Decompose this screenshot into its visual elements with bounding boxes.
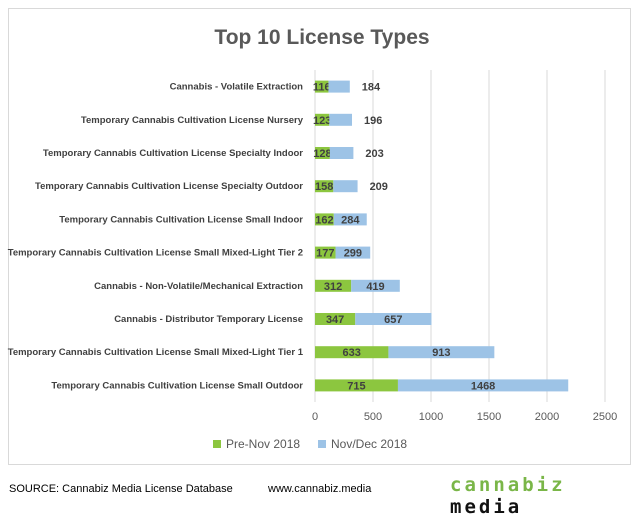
data-label: 209 bbox=[370, 181, 388, 193]
bar-pre-nov bbox=[315, 80, 329, 93]
website-url: www.cannabiz.media bbox=[268, 483, 372, 495]
data-label: 162 bbox=[315, 214, 333, 226]
category-label: Temporary Cannabis Cultivation License N… bbox=[81, 115, 304, 126]
category-label: Cannabis - Volatile Extraction bbox=[170, 82, 304, 93]
bar-nov-dec bbox=[335, 246, 371, 259]
logo-part-2: media bbox=[450, 496, 523, 518]
data-label: 196 bbox=[364, 115, 382, 127]
bar-nov-dec bbox=[333, 180, 358, 193]
data-label: 184 bbox=[362, 82, 381, 94]
bar-pre-nov bbox=[315, 379, 398, 392]
bar-pre-nov bbox=[315, 246, 336, 259]
bar-pre-nov bbox=[315, 313, 356, 325]
category-label: Cannabis - Non-Volatile/Mechanical Extra… bbox=[94, 281, 303, 292]
data-label: 203 bbox=[365, 148, 383, 160]
bar-nov-dec bbox=[355, 313, 432, 325]
category-label: Temporary Cannabis Cultivation License S… bbox=[59, 214, 303, 225]
data-label: 128 bbox=[313, 148, 331, 160]
data-label: 657 bbox=[384, 314, 402, 326]
data-label: 419 bbox=[366, 281, 384, 293]
bar-pre-nov bbox=[315, 113, 330, 126]
logo-part-1: cannabiz bbox=[450, 474, 566, 496]
bar-pre-nov bbox=[315, 213, 334, 226]
legend-label: Pre-Nov 2018 bbox=[226, 437, 300, 451]
x-tick-label: 2500 bbox=[593, 411, 617, 423]
data-label: 284 bbox=[341, 214, 360, 226]
bar-nov-dec bbox=[328, 80, 350, 93]
bar-nov-dec bbox=[351, 279, 400, 292]
data-label: 715 bbox=[347, 380, 365, 392]
bar-pre-nov bbox=[315, 346, 389, 359]
bar-nov-dec bbox=[388, 346, 495, 359]
data-label: 123 bbox=[313, 115, 331, 127]
data-label: 1468 bbox=[471, 380, 495, 392]
chart-title: Top 10 License Types bbox=[214, 26, 430, 49]
category-label: Temporary Cannabis Cultivation License S… bbox=[8, 248, 303, 259]
chart: 0 500 1000 1500 2000 2500 Cannabis - Volatile … bbox=[8, 70, 617, 451]
chart-frame bbox=[8, 8, 631, 465]
category-label: Cannabis - Distributor Temporary License bbox=[114, 314, 303, 325]
x-tick-label: 1000 bbox=[419, 411, 443, 423]
data-label: 347 bbox=[326, 314, 344, 326]
bar-nov-dec bbox=[397, 379, 569, 392]
data-label: 913 bbox=[432, 347, 450, 359]
data-label: 158 bbox=[315, 181, 333, 193]
category-label: Temporary Cannabis Cultivation License S… bbox=[35, 181, 303, 192]
cannabiz-media-logo: cannabiz media bbox=[450, 474, 644, 518]
data-label: 312 bbox=[324, 281, 342, 293]
x-tick-label: 1500 bbox=[477, 411, 501, 423]
data-label: 633 bbox=[343, 347, 361, 359]
category-label: Temporary Cannabis Cultivation License S… bbox=[8, 347, 304, 358]
legend-swatch bbox=[318, 440, 326, 448]
data-label: 116 bbox=[313, 82, 331, 94]
legend-swatch bbox=[213, 440, 221, 448]
data-label: 177 bbox=[316, 248, 334, 260]
x-tick-label: 0 bbox=[312, 411, 318, 423]
bar-pre-nov bbox=[315, 180, 334, 193]
legend-label: Nov/Dec 2018 bbox=[331, 437, 407, 451]
bar-nov-dec bbox=[333, 213, 367, 226]
bar-pre-nov bbox=[315, 279, 352, 292]
bar-pre-nov bbox=[315, 147, 330, 159]
x-tick-label: 500 bbox=[364, 411, 382, 423]
x-tick-label: 2000 bbox=[535, 411, 559, 423]
category-label: Temporary Cannabis Cultivation License S… bbox=[43, 148, 303, 159]
bar-nov-dec bbox=[329, 147, 354, 159]
source-note: SOURCE: Cannabiz Media License Database bbox=[9, 483, 233, 495]
bar-nov-dec bbox=[329, 113, 353, 126]
data-label: 299 bbox=[344, 248, 362, 260]
category-label: Temporary Cannabis Cultivation License S… bbox=[51, 380, 303, 391]
